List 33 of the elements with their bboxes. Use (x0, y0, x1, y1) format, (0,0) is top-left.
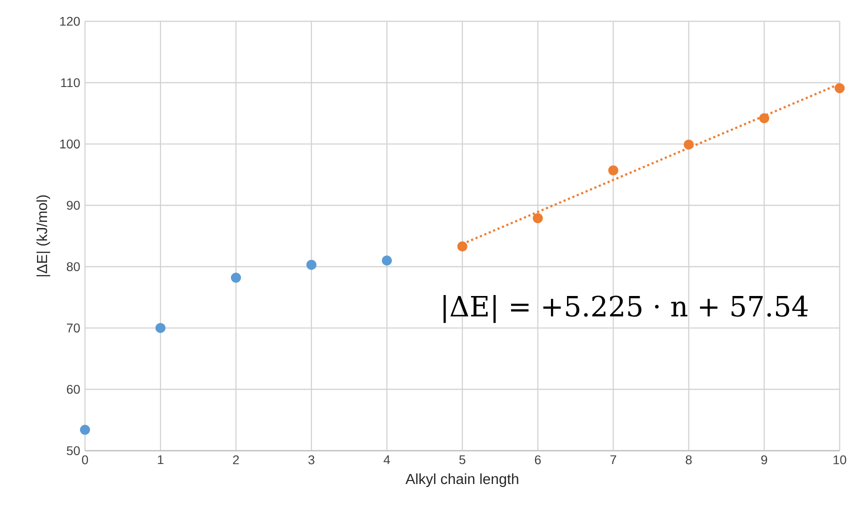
point (382, 256, 392, 266)
annotation: |ΔE| = +5.225 · n + 57.54 (444, 295, 808, 324)
point (306, 260, 316, 270)
point (608, 165, 618, 176)
x-tick-label: 9 (761, 456, 768, 464)
x-tick-label: 5 (459, 456, 466, 464)
y-tick-label: 90 (66, 201, 80, 210)
y-tick-label: 60 (66, 385, 80, 394)
y-axis-title: |ΔE| (kJ/mol) (36, 196, 50, 276)
y-tick-label: 70 (66, 324, 80, 333)
point (230, 272, 241, 283)
x-tick-label: 1 (158, 456, 164, 464)
x-tick-label: 7 (610, 456, 616, 464)
point (759, 113, 770, 124)
y-tick-label: 110 (61, 78, 80, 88)
x-tick-label: 2 (233, 456, 239, 464)
x-tick-label: 3 (308, 456, 314, 464)
point (532, 213, 543, 224)
point (834, 83, 845, 94)
y-tick-label: 50 (66, 446, 80, 456)
x-axis-title: Alkyl chain length (406, 474, 518, 488)
y-tick-label: 80 (66, 262, 80, 272)
y-tick-label: 120 (60, 17, 80, 26)
x-tick-label: 0 (82, 456, 88, 464)
point (684, 140, 694, 150)
point (457, 242, 468, 252)
x-tick-label: 6 (534, 456, 541, 464)
point (80, 424, 90, 436)
x-tick-label: 8 (686, 456, 692, 464)
x-tick-label: 4 (384, 456, 390, 464)
point (155, 323, 166, 334)
x-tick-label: 10 (834, 456, 846, 464)
y-tick-label: 100 (60, 140, 80, 149)
